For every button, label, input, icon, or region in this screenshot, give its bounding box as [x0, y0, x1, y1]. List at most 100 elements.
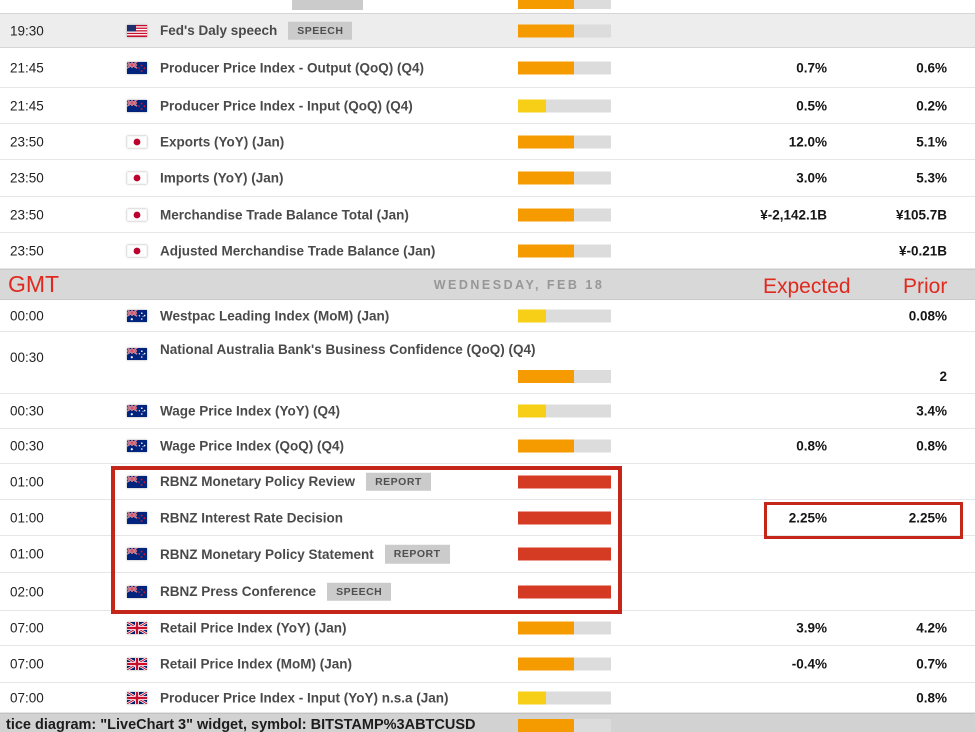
- event-name: Exports (YoY) (Jan): [160, 134, 285, 149]
- expected-value: 0.8%: [796, 438, 827, 454]
- event-name: RBNZ Monetary Policy Review: [160, 474, 356, 489]
- event-row[interactable]: 01:00 RBNZ Monetary Policy Review REPORT: [0, 464, 975, 500]
- event-name-group: Imports (YoY) (Jan): [160, 171, 284, 186]
- event-row[interactable]: 01:00 RBNZ Interest Rate Decision 2.25% 2.2…: [0, 500, 975, 536]
- impact-bar: [518, 439, 611, 453]
- prior-value: 5.3%: [916, 170, 947, 186]
- japan-flag-icon: [126, 135, 148, 148]
- event-time: 23:50: [10, 207, 44, 222]
- event-time: 01:00: [10, 546, 44, 562]
- event-row[interactable]: 23:50 Imports (YoY) (Jan) 3.0% 5.3%: [0, 160, 975, 197]
- impact-bar: [518, 719, 611, 732]
- chart-caption-text: tice diagram: "LiveChart 3" widget, symb…: [6, 717, 476, 732]
- expected-value: 3.9%: [796, 620, 827, 636]
- event-time: 00:30: [10, 438, 44, 454]
- impact-bar-fill-medium: [518, 24, 574, 37]
- event-name-group: Adjusted Merchandise Trade Balance (Jan): [160, 243, 435, 258]
- impact-bar-fill-high: [518, 511, 611, 524]
- event-time: 01:00: [10, 474, 44, 489]
- impact-bar-fill-low: [518, 309, 546, 322]
- impact-bar-fill-medium: [518, 657, 574, 671]
- event-row[interactable]: 07:00 Retail Price Index (MoM) (Jan) -0.4%…: [0, 646, 975, 683]
- event-name-group: Wage Price Index (QoQ) (Q4): [160, 439, 344, 454]
- impact-bar-fill-medium: [518, 0, 574, 9]
- highlight-rectangle-rate-values: [764, 502, 963, 539]
- event-row[interactable]: 01:00 RBNZ Monetary Policy Statement REPOR…: [0, 536, 975, 573]
- event-name-group: Producer Price Index - Input (YoY) n.s.a…: [160, 690, 449, 705]
- event-name-group: RBNZ Interest Rate Decision: [160, 510, 343, 525]
- event-name: National Australia Bank's Business Confi…: [160, 342, 536, 357]
- expected-value: 0.7%: [796, 60, 827, 75]
- event-name: Retail Price Index (YoY) (Jan): [160, 620, 347, 636]
- event-row[interactable]: 00:30 Wage Price Index (YoY) (Q4) 3.4%: [0, 394, 975, 429]
- expected-value: 12.0%: [788, 134, 827, 149]
- impact-bar-fill-low: [518, 691, 546, 704]
- impact-bar-fill-medium: [518, 621, 574, 635]
- prior-value: 2.25%: [908, 510, 947, 525]
- prior-value: 2: [939, 369, 947, 384]
- event-row-partial[interactable]: [0, 0, 975, 13]
- event-row[interactable]: 07:00 Producer Price Index - Input (YoY) …: [0, 683, 975, 713]
- japan-flag-icon: [126, 244, 148, 257]
- event-time: 23:50: [10, 134, 44, 149]
- event-name: Retail Price Index (MoM) (Jan): [160, 656, 353, 672]
- expected-value: 2.25%: [788, 510, 827, 525]
- event-name: RBNZ Interest Rate Decision: [160, 510, 344, 525]
- event-type-badge: REPORT: [384, 544, 450, 564]
- australia-flag-icon: [126, 308, 147, 322]
- event-name-group: Merchandise Trade Balance Total (Jan): [160, 207, 409, 222]
- impact-bar: [518, 475, 611, 488]
- impact-bar-fill-high: [518, 585, 611, 598]
- event-row[interactable]: 21:45 Producer Price Index - Output (QoQ)…: [0, 48, 975, 88]
- expected-value: 0.5%: [796, 98, 827, 113]
- event-name: Imports (YoY) (Jan): [160, 170, 284, 186]
- day-header-label: WEDNESDAY, FEB 18: [433, 277, 605, 292]
- event-row[interactable]: 00:00 Westpac Leading Index (MoM) (Jan) 0.…: [0, 300, 975, 332]
- australia-flag-icon: [126, 439, 147, 452]
- expected-value: 3.0%: [796, 170, 827, 186]
- impact-bar: [518, 511, 611, 524]
- prior-value: 0.8%: [916, 438, 947, 454]
- united-kingdom-flag-icon: [126, 690, 148, 705]
- event-name: Producer Price Index - Input (YoY) n.s.a…: [160, 690, 449, 705]
- impact-bar: [518, 244, 611, 257]
- event-row[interactable]: 07:00 Retail Price Index (YoY) (Jan) 3.9% 4…: [0, 611, 975, 646]
- australia-flag-icon: [126, 404, 147, 417]
- event-row[interactable]: 21:45 Producer Price Index - Input (QoQ) …: [0, 88, 975, 124]
- prior-value: 0.7%: [916, 656, 947, 672]
- event-name: Wage Price Index (QoQ) (Q4): [160, 438, 345, 454]
- event-time: 23:50: [10, 170, 44, 186]
- event-row[interactable]: 02:00 RBNZ Press Conference SPEECH: [0, 573, 975, 611]
- event-row[interactable]: 23:50 Exports (YoY) (Jan) 12.0% 5.1%: [0, 124, 975, 160]
- event-time: 01:00: [10, 510, 44, 525]
- event-name: RBNZ Monetary Policy Statement: [160, 546, 374, 562]
- prior-value: 0.8%: [916, 690, 947, 705]
- event-row[interactable]: 00:30 Wage Price Index (QoQ) (Q4) 0.8% 0.8%: [0, 429, 975, 464]
- prior-value: 0.08%: [908, 308, 947, 323]
- united-kingdom-flag-icon: [126, 656, 148, 672]
- impact-bar-fill-medium: [518, 719, 574, 732]
- impact-bar: [518, 99, 611, 112]
- prior-annotation-label: Prior: [903, 275, 948, 298]
- event-time: 02:00: [10, 584, 44, 599]
- event-name: Producer Price Index - Input (QoQ) (Q4): [160, 98, 413, 113]
- chart-caption-row-partial: tice diagram: "LiveChart 3" widget, symb…: [0, 713, 975, 732]
- prior-value: 4.2%: [916, 620, 947, 636]
- event-name-group: Fed's Daly speech SPEECH: [160, 21, 353, 40]
- event-row[interactable]: 19:30 Fed's Daly speech SPEECH: [0, 13, 975, 48]
- event-name-group: Producer Price Index - Input (QoQ) (Q4): [160, 98, 413, 113]
- event-time: 00:00: [10, 308, 44, 323]
- new-zealand-flag-icon: [126, 98, 147, 112]
- event-time: 19:30: [10, 23, 44, 38]
- event-row[interactable]: 23:50 Merchandise Trade Balance Total (Ja…: [0, 197, 975, 233]
- impact-bar: [518, 691, 611, 704]
- new-zealand-flag-icon: [126, 584, 147, 598]
- impact-bar-fill-medium: [518, 244, 574, 257]
- event-name: Wage Price Index (YoY) (Q4): [160, 403, 341, 419]
- event-row[interactable]: 23:50 Adjusted Merchandise Trade Balance …: [0, 233, 975, 269]
- impact-bar-fill-medium: [518, 61, 574, 74]
- event-row[interactable]: 00:30 National Australia Bank's Business …: [0, 332, 975, 394]
- impact-bar-fill-low: [518, 99, 546, 112]
